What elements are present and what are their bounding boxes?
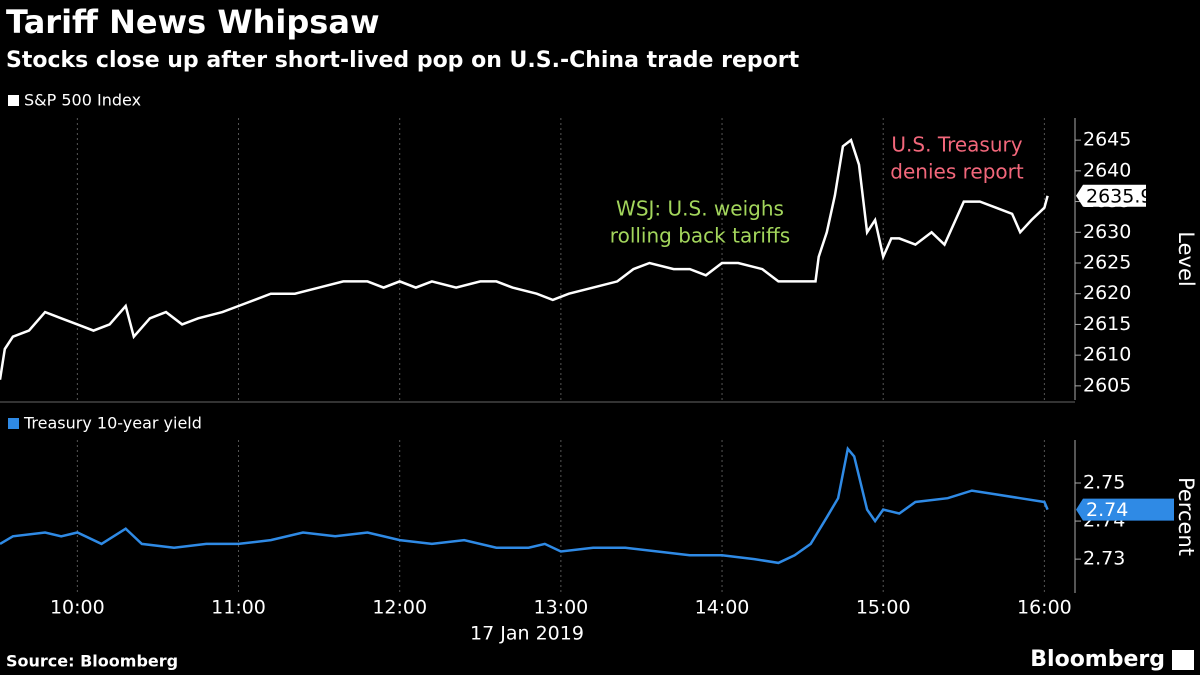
annotation: denies report (890, 160, 1024, 184)
x-tick-label: 16:00 (1017, 597, 1072, 619)
y-tick-label: 2.75 (1083, 472, 1125, 494)
y-tick-label: 2640 (1083, 159, 1131, 181)
x-tick-label: 10:00 (50, 597, 105, 619)
page-subtitle: Stocks close up after short-lived pop on… (6, 48, 800, 73)
brand-logo (1172, 650, 1194, 670)
y-tick-label: 2645 (1083, 129, 1131, 151)
legend-swatch (8, 95, 19, 106)
x-tick-label: 11:00 (211, 597, 266, 619)
last-value-box (1076, 498, 1174, 521)
y-tick-label: 2630 (1083, 221, 1131, 243)
y-tick-label: 2605 (1083, 374, 1131, 396)
legend-label: S&P 500 Index (24, 91, 141, 110)
y-axis-label: Percent (1174, 477, 1198, 556)
y-tick-label: 2615 (1083, 313, 1131, 335)
data-line (0, 445, 1049, 565)
x-tick-label: 14:00 (695, 597, 750, 619)
legend-label: Treasury 10-year yield (23, 414, 202, 433)
y-axis-label: Level (1174, 231, 1198, 286)
y-tick-label: 2.73 (1083, 548, 1125, 570)
y-tick-label: 2610 (1083, 344, 1131, 366)
source-note: Source: Bloomberg (6, 652, 178, 671)
x-tick-label: 15:00 (856, 597, 911, 619)
page-title: Tariff News Whipsaw (6, 3, 380, 41)
annotation: U.S. Treasury (891, 133, 1022, 157)
x-tick-label: 13:00 (533, 597, 588, 619)
annotation: WSJ: U.S. weighs (616, 197, 784, 221)
last-value-label: 2.74 (1086, 499, 1128, 521)
brand: Bloomberg (1030, 647, 1165, 672)
last-value-box (1076, 184, 1146, 207)
annotation: rolling back tariffs (610, 224, 790, 248)
data-line (0, 138, 1049, 380)
last-value-label: 2635.94 (1086, 185, 1165, 207)
x-tick-label: 12:00 (372, 597, 427, 619)
y-tick-label: 2620 (1083, 282, 1131, 304)
legend-swatch (8, 418, 19, 429)
y-tick-label: 2625 (1083, 251, 1131, 273)
x-axis-label: 17 Jan 2019 (470, 623, 584, 645)
